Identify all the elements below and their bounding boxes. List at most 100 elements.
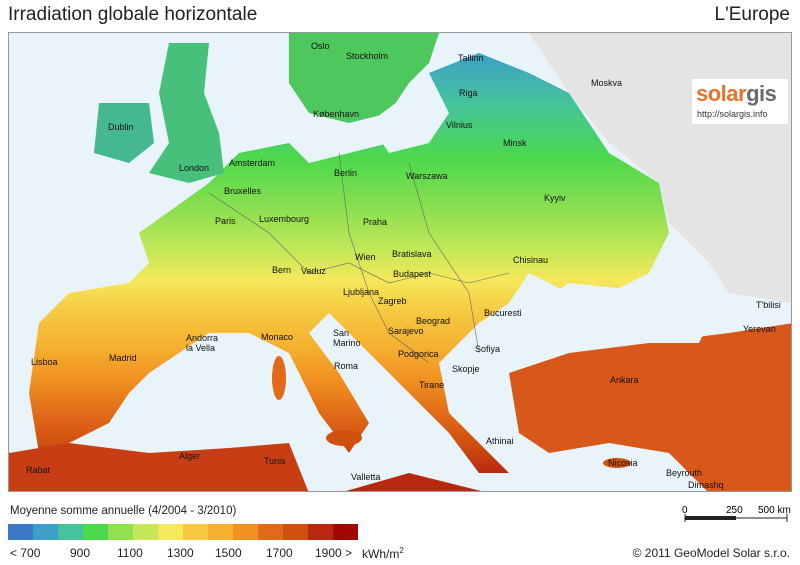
city-label: Tunis: [264, 456, 286, 466]
map-title: Irradiation globale horizontale: [8, 4, 258, 25]
city-label: Luxembourg: [259, 214, 310, 224]
logo-gis: gis: [746, 81, 777, 106]
city-label: Sarajevo: [388, 326, 424, 336]
land-great-britain: [149, 43, 224, 183]
baltic-sea: [369, 73, 449, 153]
land-libya: [346, 473, 481, 491]
logo-url[interactable]: http://solargis.info: [697, 109, 768, 119]
legend-swatch: [333, 524, 358, 540]
legend-label: 900: [70, 546, 91, 560]
city-label: Stockholm: [346, 51, 389, 61]
copyright: © 2011 GeoModel Solar s.r.o.: [632, 546, 790, 560]
legend-swatch: [83, 524, 108, 540]
city-label: Lisboa: [31, 357, 58, 367]
city-label: San Marino: [333, 328, 361, 348]
city-label: Budapest: [393, 269, 432, 279]
city-label: Madrid: [109, 353, 137, 363]
city-label: Dimashq: [688, 480, 724, 490]
city-label: Monaco: [261, 332, 294, 342]
city-label: Zagreb: [378, 296, 407, 306]
logo-solar: solar: [696, 81, 747, 106]
city-label: Andorra la Vella: [186, 333, 219, 353]
legend-color-bar: [8, 524, 358, 540]
city-label: Warszawa: [406, 171, 448, 181]
city-label: Bratislava: [392, 249, 432, 259]
city-label: London: [179, 163, 210, 173]
legend-swatch: [208, 524, 233, 540]
land-sicily: [326, 430, 362, 446]
map-graphic: [9, 33, 791, 491]
city-label: København: [313, 109, 360, 119]
legend-swatch: [283, 524, 308, 540]
city-label: Bern: [272, 265, 292, 275]
legend-swatch: [258, 524, 283, 540]
city-label: Ankara: [610, 375, 639, 385]
city-label: Beyrouth: [666, 468, 703, 478]
land-turkey: [509, 323, 791, 491]
legend-unit: kWh/m2: [362, 546, 404, 561]
city-label: Praha: [363, 217, 388, 227]
city-label: Amsterdam: [229, 158, 276, 168]
legend-swatch: [233, 524, 258, 540]
city-label: Alger: [179, 451, 201, 461]
city-label: Tirane: [419, 380, 445, 390]
solargis-logo[interactable]: solargis http://solargis.info: [692, 79, 788, 124]
city-label: Roma: [334, 361, 359, 371]
city-label: Bucuresti: [484, 308, 522, 318]
legend-label: 1900 >: [315, 546, 353, 560]
legend-swatch: [158, 524, 183, 540]
black-sea: [529, 283, 709, 353]
city-label: Riga: [459, 88, 478, 98]
city-label: T'bilisi: [756, 300, 781, 310]
city-label: Oslo: [311, 41, 330, 51]
city-label: Paris: [215, 216, 236, 226]
city-label: Sofiya: [475, 344, 501, 354]
land-cyprus: [603, 458, 631, 468]
city-label: Bruxelles: [224, 186, 262, 196]
city-label: Moskva: [591, 78, 623, 88]
city-label: Chisinau: [513, 255, 549, 265]
city-label: Beograd: [416, 316, 451, 326]
city-label: Wien: [355, 252, 376, 262]
city-label: Kyyiv: [544, 193, 566, 203]
scale-bar: 0 250 500 km: [682, 505, 791, 522]
legend-swatch: [308, 524, 333, 540]
city-label: Skopje: [452, 364, 480, 374]
city-label: Vaduz: [301, 266, 326, 276]
city-label: Minsk: [503, 138, 527, 148]
country-borders: [208, 152, 510, 364]
land-scandinavia: [289, 33, 439, 123]
legend-swatch: [133, 524, 158, 540]
city-label: Rabat: [26, 465, 51, 475]
legend-swatch: [8, 524, 33, 540]
region-title: L'Europe: [714, 4, 790, 25]
legend-label: < 700: [10, 546, 41, 560]
land-sardinia: [272, 356, 286, 400]
legend-label: 1300: [167, 546, 194, 560]
scale-label: 250: [726, 505, 743, 516]
city-label: Tallinn: [458, 53, 484, 63]
scale-label: 0: [682, 505, 688, 516]
legend-label: 1500: [215, 546, 242, 560]
legend-label: 1100: [117, 546, 143, 560]
irradiation-map: Oslo Stockholm Tallinn Moskva Riga Dublin Købe…: [8, 32, 792, 492]
city-label: Berlin: [334, 168, 358, 178]
land-north-africa: [9, 443, 309, 491]
city-label: Yerevan: [743, 324, 776, 334]
scale-label: 500 km: [758, 505, 791, 516]
legend-swatch: [58, 524, 83, 540]
legend-title: Moyenne somme annuelle (4/2004 - 3/2010): [10, 505, 237, 517]
legend-swatch: [33, 524, 58, 540]
city-label: Ljubljana: [343, 287, 380, 297]
legend-label: 1700: [266, 546, 293, 560]
city-label: Athinai: [486, 436, 514, 446]
legend-swatch: [183, 524, 208, 540]
city-label: Nicosia: [608, 458, 638, 468]
city-label: Vilnius: [446, 120, 473, 130]
city-label: Dublin: [108, 122, 134, 132]
city-label: Podgorica: [398, 349, 439, 359]
legend-swatch: [108, 524, 133, 540]
land-ireland: [94, 103, 154, 163]
scale-segment: [685, 516, 736, 520]
city-label: Valletta: [351, 472, 381, 482]
